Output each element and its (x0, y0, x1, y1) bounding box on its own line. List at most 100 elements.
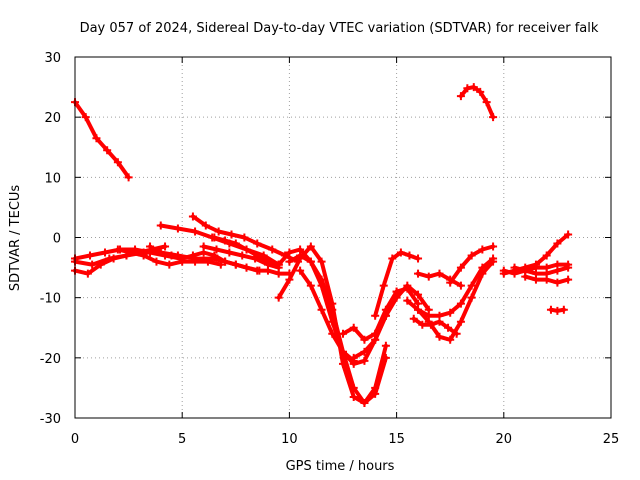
data-point (396, 248, 405, 257)
data-point (414, 305, 423, 314)
data-point (191, 257, 200, 266)
x-axis-label: GPS time / hours (286, 459, 395, 474)
data-point (371, 389, 380, 398)
data-point (553, 239, 562, 248)
data-point (167, 251, 176, 260)
data-point (126, 248, 135, 257)
data-point (105, 254, 114, 263)
data-point (456, 263, 465, 272)
data-point (349, 323, 358, 332)
series-points-arc-11 (221, 257, 294, 278)
series-points-arc-29 (546, 305, 568, 315)
data-point (414, 290, 423, 299)
data-point (388, 254, 397, 263)
data-point (489, 113, 498, 122)
data-point (510, 263, 519, 272)
data-point (231, 239, 240, 248)
data-point (531, 275, 540, 284)
data-point (214, 227, 223, 236)
series-points-arc-20 (403, 254, 498, 320)
data-point (221, 257, 230, 266)
series-points-arc-27 (510, 263, 573, 278)
data-point (146, 242, 155, 251)
data-point (452, 329, 461, 338)
data-point (263, 257, 272, 266)
series-line-arc-17 (351, 283, 431, 360)
data-point (306, 257, 315, 266)
data-point (349, 383, 358, 392)
y-tick-label: 30 (44, 51, 61, 66)
data-point (285, 275, 294, 284)
data-point (306, 242, 315, 251)
data-point (124, 173, 133, 182)
data-point (225, 248, 234, 257)
series-line-arc-15 (298, 268, 356, 363)
data-point (339, 329, 347, 338)
data-point (499, 266, 508, 275)
data-point (242, 245, 251, 254)
data-point (381, 311, 390, 320)
series-points-arc-21 (409, 314, 461, 338)
data-point (564, 275, 573, 284)
data-point (86, 251, 95, 260)
data-point (156, 221, 165, 230)
data-point (88, 260, 97, 269)
data-point (188, 212, 197, 221)
data-point (446, 308, 455, 317)
series-points-arc-18 (371, 248, 423, 320)
data-point (435, 269, 444, 278)
data-point (227, 230, 236, 239)
data-point (542, 251, 551, 260)
data-point (418, 320, 427, 329)
series-points-arc-24 (456, 83, 498, 122)
data-point (349, 392, 358, 401)
data-point (456, 317, 465, 326)
data-point (240, 233, 249, 242)
y-tick-label: 10 (44, 171, 61, 186)
data-point (274, 260, 283, 269)
axis-ticks: 0 5 10 15 20 25 -30 -20 -10 0 10 20 30 (40, 51, 620, 447)
data-point (446, 335, 455, 344)
data-point (381, 341, 390, 350)
data-point (463, 84, 472, 93)
data-point (482, 98, 491, 107)
plot-area (71, 83, 573, 407)
data-point (349, 353, 358, 362)
data-point (103, 146, 112, 155)
series-points-arc-01 (71, 98, 133, 182)
data-point (467, 251, 476, 260)
x-tick-label: 0 (71, 432, 79, 447)
data-point (392, 293, 401, 302)
data-point (360, 356, 369, 365)
data-point (242, 263, 251, 272)
data-point (274, 269, 283, 278)
data-point (403, 281, 412, 290)
data-point (274, 293, 283, 302)
data-point (191, 227, 200, 236)
data-point (435, 332, 444, 341)
data-point (253, 251, 262, 260)
y-tick-label: -10 (40, 292, 61, 307)
data-point (476, 87, 485, 96)
data-point (403, 296, 412, 305)
data-point (328, 329, 337, 338)
series-line-arc-21 (411, 316, 459, 336)
data-point (165, 260, 174, 269)
data-point (542, 275, 551, 284)
data-point (559, 305, 568, 314)
data-point (296, 266, 305, 275)
data-point (238, 251, 247, 260)
data-point (296, 251, 305, 260)
chart-title: Day 057 of 2024, Sidereal Day-to-day VTE… (80, 21, 599, 36)
data-point (328, 305, 337, 314)
series-line-arc-01 (73, 100, 131, 180)
data-point (360, 335, 369, 344)
data-point (467, 281, 476, 290)
x-tick-label: 5 (178, 432, 186, 447)
data-point (564, 230, 573, 239)
data-point (83, 269, 92, 278)
data-point (478, 263, 487, 272)
data-point (426, 320, 435, 329)
y-tick-label: 20 (44, 111, 61, 126)
data-point (216, 260, 225, 269)
